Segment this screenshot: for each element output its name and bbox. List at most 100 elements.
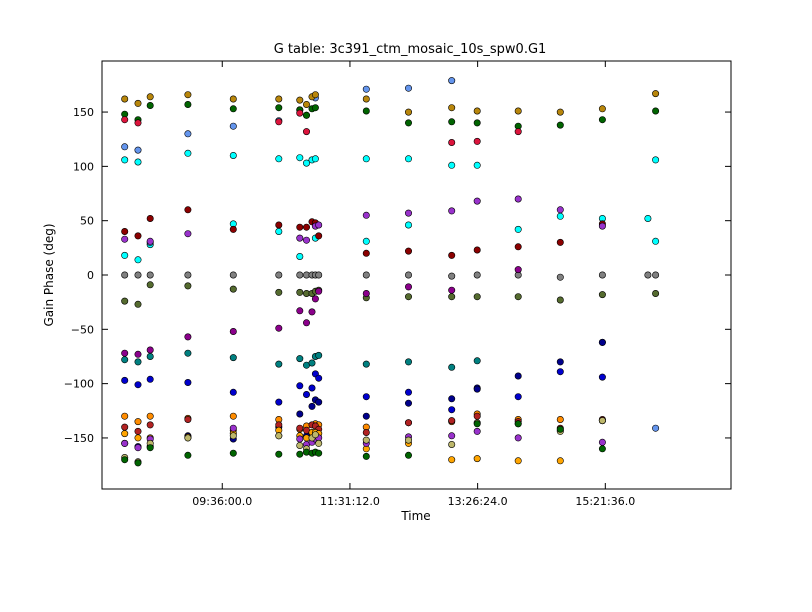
data-point <box>404 221 412 229</box>
data-point <box>404 155 412 163</box>
data-point <box>146 215 154 223</box>
data-point <box>134 444 142 452</box>
data-point <box>652 424 660 432</box>
data-point <box>146 102 154 110</box>
data-point <box>146 444 154 452</box>
data-point <box>184 378 192 386</box>
data-point <box>448 161 456 169</box>
data-point <box>275 271 283 279</box>
data-point <box>448 118 456 126</box>
data-point <box>514 372 522 380</box>
data-point <box>184 91 192 99</box>
data-point <box>229 388 237 396</box>
data-point <box>473 119 481 127</box>
data-point <box>556 273 564 281</box>
y-tick-label: 150 <box>73 106 94 119</box>
data-point <box>556 212 564 220</box>
data-point <box>229 327 237 335</box>
data-point <box>556 425 564 433</box>
data-point <box>296 109 304 117</box>
data-point <box>134 256 142 264</box>
data-point <box>315 221 323 229</box>
data-point <box>275 228 283 236</box>
data-point <box>514 107 522 115</box>
data-point <box>315 351 323 359</box>
data-point <box>134 119 142 127</box>
data-point <box>362 428 370 436</box>
data-point <box>514 195 522 203</box>
data-point <box>134 300 142 308</box>
data-point <box>514 128 522 136</box>
data-point <box>362 412 370 420</box>
data-point <box>362 249 370 257</box>
data-point <box>362 237 370 245</box>
data-point <box>362 95 370 103</box>
data-point <box>652 156 660 164</box>
data-point <box>598 373 606 381</box>
data-point <box>448 417 456 425</box>
data-point <box>146 412 154 420</box>
data-point <box>121 228 129 236</box>
data-point <box>308 308 316 316</box>
data-point <box>404 358 412 366</box>
x-tick-label: 15:21:36.0 <box>575 495 635 508</box>
data-point <box>315 374 323 382</box>
x-tick-label: 11:31:12.0 <box>320 495 380 508</box>
data-point <box>362 289 370 297</box>
data-point <box>229 152 237 160</box>
data-point <box>302 236 310 244</box>
y-tick-label: 0 <box>87 269 94 282</box>
data-point <box>296 410 304 418</box>
data-point <box>652 289 660 297</box>
data-point <box>448 432 456 440</box>
data-point <box>146 271 154 279</box>
data-point <box>296 441 304 449</box>
data-point <box>598 271 606 279</box>
y-axis-label: Gain Phase (deg) <box>42 223 56 326</box>
data-point <box>184 130 192 138</box>
x-axis-label: Time <box>400 509 430 523</box>
data-point <box>556 206 564 214</box>
data-point <box>275 324 283 332</box>
data-point <box>473 385 481 393</box>
data-point <box>473 357 481 365</box>
data-point <box>184 206 192 214</box>
data-point <box>473 293 481 301</box>
data-point <box>296 154 304 162</box>
data-point <box>146 352 154 360</box>
data-point <box>404 209 412 217</box>
data-point <box>121 423 129 431</box>
data-point <box>514 243 522 251</box>
data-point <box>275 104 283 112</box>
data-point <box>229 285 237 293</box>
data-point <box>229 354 237 362</box>
data-point <box>184 149 192 157</box>
data-point <box>184 451 192 459</box>
data-point <box>362 360 370 368</box>
data-point <box>473 427 481 435</box>
data-point <box>652 90 660 98</box>
data-point <box>296 288 304 296</box>
data-point <box>121 412 129 420</box>
data-point <box>473 137 481 145</box>
data-point <box>302 111 310 119</box>
data-point <box>296 435 304 443</box>
data-point <box>184 101 192 109</box>
data-point <box>556 296 564 304</box>
data-point <box>473 197 481 205</box>
data-point <box>473 412 481 420</box>
data-point <box>404 108 412 116</box>
data-point <box>308 402 316 410</box>
data-point <box>302 390 310 398</box>
data-point <box>275 155 283 163</box>
y-tick-label: −150 <box>64 432 94 445</box>
data-point <box>275 432 283 440</box>
data-point <box>146 421 154 429</box>
data-point <box>121 156 129 164</box>
data-point <box>404 293 412 301</box>
data-point <box>404 388 412 396</box>
data-point <box>315 449 323 457</box>
data-point <box>652 237 660 245</box>
data-point <box>448 104 456 112</box>
data-point <box>275 118 283 126</box>
